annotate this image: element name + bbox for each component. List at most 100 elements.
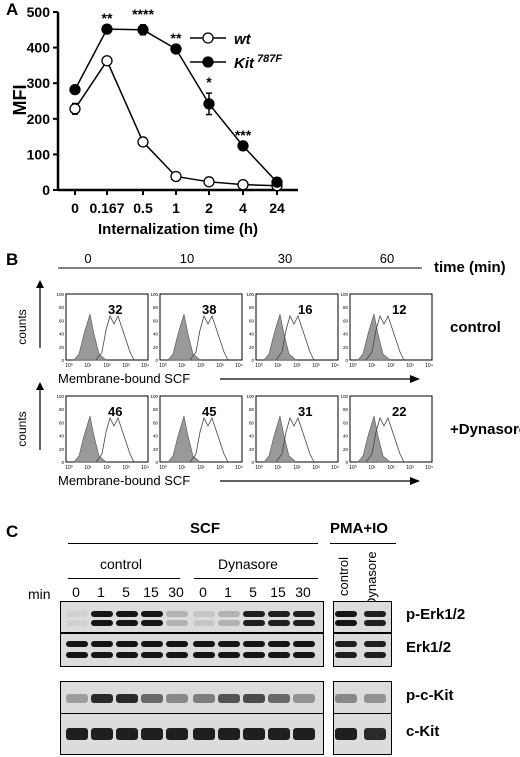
protein-band xyxy=(141,620,163,626)
protein-band xyxy=(335,611,357,617)
hist-x-tick: 10¹ xyxy=(274,363,282,369)
protein-band xyxy=(116,693,138,703)
hist-x-tick: 10² xyxy=(197,465,205,471)
hist-y-tick: 80 xyxy=(153,305,159,310)
histogram-box xyxy=(255,395,339,463)
hist-y-tick: 100 xyxy=(56,394,64,399)
hist-y-tick: 80 xyxy=(249,305,255,310)
legend-marker xyxy=(202,56,214,68)
pma-lane-dynasore: Dynasore xyxy=(364,551,379,607)
protein-band xyxy=(293,652,315,658)
hist-y-tick: 0 xyxy=(251,358,254,363)
hist-x-tick: 10⁴ xyxy=(425,465,433,471)
lane-label: 30 xyxy=(295,584,311,600)
mfi-value: 45 xyxy=(202,404,216,419)
data-point xyxy=(170,43,182,55)
hist-x-tick: 10⁴ xyxy=(235,465,243,471)
control-group-line xyxy=(68,578,180,579)
lane-label: 1 xyxy=(97,584,105,600)
y-tick-label: 300 xyxy=(27,75,51,91)
panel-b-histograms: 0 10 30 60 time (min) counts 0 20 40 60 80 100 10⁰ 10… xyxy=(15,251,520,485)
blot-label: p-c-Kit xyxy=(406,687,454,704)
hist-y-tick: 100 xyxy=(246,292,254,297)
hist-x-tick: 10³ xyxy=(216,363,224,369)
hist-y-tick: 0 xyxy=(155,460,158,465)
hist-y-tick: 20 xyxy=(153,447,159,452)
counts-arrowhead xyxy=(36,382,44,390)
hist-x-tick: 10⁰ xyxy=(65,363,73,369)
counts-label: counts xyxy=(15,411,29,446)
data-point xyxy=(203,176,215,188)
hist-y-tick: 60 xyxy=(343,420,349,425)
protein-band xyxy=(141,641,163,647)
protein-band xyxy=(335,641,357,647)
y-tick-label: 100 xyxy=(27,146,51,162)
y-axis-title: MFI xyxy=(10,85,30,116)
protein-band xyxy=(66,693,88,703)
protein-band xyxy=(141,693,163,703)
protein-band xyxy=(193,641,215,647)
data-point xyxy=(203,98,215,110)
protein-band xyxy=(166,652,188,658)
stained-histogram xyxy=(275,416,315,463)
hist-y-tick: 20 xyxy=(343,447,349,452)
hist-x-tick: 10¹ xyxy=(178,363,186,369)
x-tick-label: 0 xyxy=(71,200,79,216)
protein-band xyxy=(218,693,240,703)
hist-x-tick: 10⁴ xyxy=(425,363,433,369)
protein-band xyxy=(293,620,315,626)
mfi-value: 16 xyxy=(298,302,312,317)
blot-strip xyxy=(333,633,392,667)
hist-y-tick: 60 xyxy=(153,420,159,425)
protein-band xyxy=(193,611,215,617)
protein-band xyxy=(243,641,265,647)
dynasore-group-line xyxy=(194,578,318,579)
protein-band xyxy=(335,620,357,626)
hist-y-tick: 100 xyxy=(56,292,64,297)
protein-band xyxy=(166,693,188,703)
mfi-value: 22 xyxy=(392,404,406,419)
protein-band xyxy=(293,693,315,703)
legend-marker xyxy=(202,32,214,44)
x-tick-label: 24 xyxy=(269,200,285,216)
hist-y-tick: 100 xyxy=(150,394,158,399)
membrane-scf-label: Membrane-bound SCF xyxy=(58,473,190,485)
blot-strip xyxy=(60,633,324,667)
hist-y-tick: 20 xyxy=(59,447,65,452)
hist-x-tick: 10² xyxy=(103,363,111,369)
protein-band xyxy=(243,652,265,658)
data-point xyxy=(237,140,249,152)
min-label: min xyxy=(28,586,51,602)
blot-strip xyxy=(60,681,324,715)
protein-band xyxy=(66,611,88,617)
protein-band xyxy=(193,652,215,658)
x-tick-label: 0.5 xyxy=(133,200,153,216)
protein-band xyxy=(116,728,138,740)
hist-y-tick: 60 xyxy=(59,420,65,425)
protein-band xyxy=(66,620,88,626)
scf-label: SCF xyxy=(190,520,220,537)
x-tick-label: 1 xyxy=(172,200,180,216)
time-label: 0 xyxy=(84,251,91,266)
x-tick-label: 0.167 xyxy=(89,200,124,216)
protein-band xyxy=(141,652,163,658)
hist-x-tick: 10⁰ xyxy=(349,363,357,369)
stained-histogram xyxy=(189,416,229,463)
protein-band xyxy=(364,652,386,658)
counts-label: counts xyxy=(15,309,29,344)
lane-label: 5 xyxy=(249,584,257,600)
protein-band xyxy=(293,641,315,647)
hist-x-tick: 10³ xyxy=(122,363,130,369)
hist-x-tick: 10⁴ xyxy=(141,363,149,369)
hist-y-tick: 100 xyxy=(246,394,254,399)
protein-band xyxy=(166,641,188,647)
protein-band xyxy=(218,652,240,658)
hist-x-tick: 10² xyxy=(387,465,395,471)
protein-band xyxy=(66,641,88,647)
blot-strip xyxy=(60,601,324,633)
panel-a-letter: A xyxy=(6,0,19,19)
protein-band xyxy=(268,728,290,740)
protein-band xyxy=(91,641,113,647)
hist-y-tick: 40 xyxy=(249,434,255,439)
